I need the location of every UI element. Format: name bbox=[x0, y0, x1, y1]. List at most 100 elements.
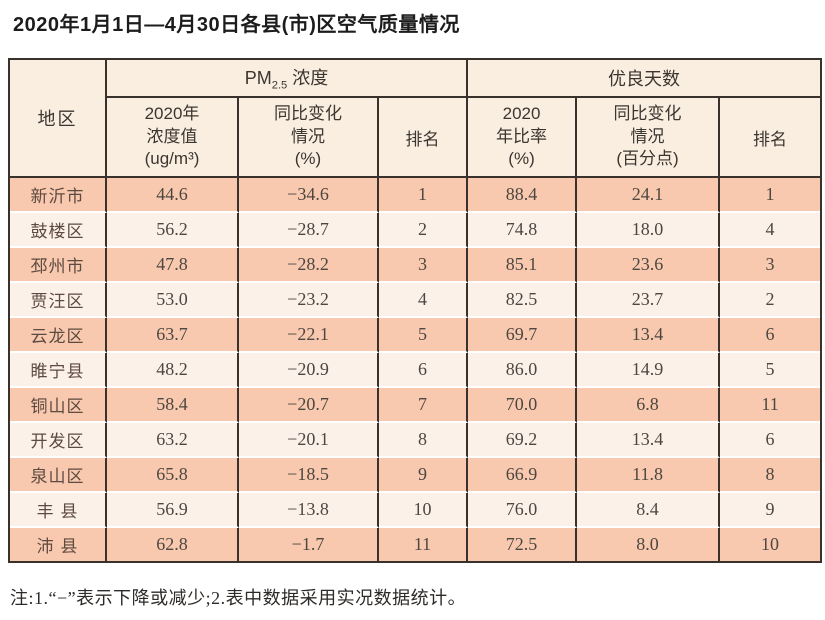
region-cell: 丰 县 bbox=[10, 493, 107, 528]
pm25-value-cell: 53.0 bbox=[107, 283, 239, 318]
ratio-change-cell: 8.0 bbox=[577, 528, 721, 561]
pm25-change-cell: −23.2 bbox=[239, 283, 379, 318]
pm25-rank-cell: 1 bbox=[379, 178, 469, 213]
region-cell: 睢宁县 bbox=[10, 353, 107, 388]
ratio-value-cell: 69.7 bbox=[468, 318, 578, 353]
pm25-rank-cell: 9 bbox=[379, 458, 469, 493]
region-cell: 云龙区 bbox=[10, 318, 107, 353]
ratio-rank-cell: 1 bbox=[720, 178, 821, 213]
table-row: 云龙区 63.7 −22.1 5 69.7 13.4 6 bbox=[10, 318, 821, 353]
table-row: 邳州市 47.8 −28.2 3 85.1 23.6 3 bbox=[10, 248, 821, 283]
ratio-change-cell: 11.8 bbox=[577, 458, 721, 493]
pm25-change-cell: −18.5 bbox=[239, 458, 379, 493]
pm25-value-cell: 47.8 bbox=[107, 248, 239, 283]
ratio-change-cell: 6.8 bbox=[577, 388, 721, 423]
table-row: 丰 县 56.9 −13.8 10 76.0 8.4 9 bbox=[10, 493, 821, 528]
ratio-change-cell: 23.7 bbox=[577, 283, 721, 318]
ratio-rank-cell: 9 bbox=[720, 493, 821, 528]
region-cell: 贾汪区 bbox=[10, 283, 107, 318]
ratio-rank-cell: 2 bbox=[720, 283, 821, 318]
pm25-value-cell: 58.4 bbox=[107, 388, 239, 423]
pm25-rank-cell: 11 bbox=[379, 528, 469, 561]
ratio-change-cell: 13.4 bbox=[577, 423, 721, 458]
ratio-rank-cell: 11 bbox=[720, 388, 821, 423]
ratio-value-cell: 88.4 bbox=[468, 178, 578, 213]
col-header-region: 地区 bbox=[10, 60, 107, 178]
pm25-value-cell: 62.8 bbox=[107, 528, 239, 561]
pm25-change-cell: −20.7 bbox=[239, 388, 379, 423]
ratio-change-cell: 18.0 bbox=[577, 213, 721, 248]
ratio-value-cell: 86.0 bbox=[468, 353, 578, 388]
pm25-change-cell: −28.7 bbox=[239, 213, 379, 248]
pm25-value-cell: 44.6 bbox=[107, 178, 239, 213]
ratio-value-cell: 70.0 bbox=[468, 388, 578, 423]
ratio-value-cell: 66.9 bbox=[468, 458, 578, 493]
pm25-rank-cell: 4 bbox=[379, 283, 469, 318]
pm25-rank-cell: 2 bbox=[379, 213, 469, 248]
region-cell: 铜山区 bbox=[10, 388, 107, 423]
ratio-rank-cell: 8 bbox=[720, 458, 821, 493]
region-cell: 泉山区 bbox=[10, 458, 107, 493]
table-row: 睢宁县 48.2 −20.9 6 86.0 14.9 5 bbox=[10, 353, 821, 388]
pm25-change-cell: −34.6 bbox=[239, 178, 379, 213]
ratio-change-cell: 8.4 bbox=[577, 493, 721, 528]
table-row: 开发区 63.2 −20.1 8 69.2 13.4 6 bbox=[10, 423, 821, 458]
col-header-pm25-value: 2020年 浓度值 (ug/m³) bbox=[107, 98, 239, 178]
ratio-rank-cell: 6 bbox=[720, 423, 821, 458]
ratio-value-cell: 76.0 bbox=[468, 493, 578, 528]
table-row: 铜山区 58.4 −20.7 7 70.0 6.8 11 bbox=[10, 388, 821, 423]
ratio-rank-cell: 6 bbox=[720, 318, 821, 353]
table-row: 沛 县 62.8 −1.7 11 72.5 8.0 10 bbox=[10, 528, 821, 561]
ratio-value-cell: 74.8 bbox=[468, 213, 578, 248]
page-title: 2020年1月1日—4月30日各县(市)区空气质量情况 bbox=[13, 14, 460, 36]
pm25-rank-cell: 3 bbox=[379, 248, 469, 283]
col-header-pm25-rank: 排名 bbox=[379, 98, 469, 178]
footnote: 注:1.“−”表示下降或减少;2.表中数据采用实况数据统计。 bbox=[10, 588, 467, 608]
pm25-change-cell: −1.7 bbox=[239, 528, 379, 561]
region-cell: 沛 县 bbox=[10, 528, 107, 561]
ratio-value-cell: 69.2 bbox=[468, 423, 578, 458]
ratio-rank-cell: 3 bbox=[720, 248, 821, 283]
pm25-value-cell: 65.8 bbox=[107, 458, 239, 493]
ratio-change-cell: 23.6 bbox=[577, 248, 721, 283]
ratio-value-cell: 72.5 bbox=[468, 528, 578, 561]
col-group-pm25: PM2.5 浓度 bbox=[107, 60, 469, 98]
table-row: 贾汪区 53.0 −23.2 4 82.5 23.7 2 bbox=[10, 283, 821, 318]
pm25-change-cell: −28.2 bbox=[239, 248, 379, 283]
table-row: 泉山区 65.8 −18.5 9 66.9 11.8 8 bbox=[10, 458, 821, 493]
ratio-value-cell: 85.1 bbox=[468, 248, 578, 283]
table-row: 新沂市 44.6 −34.6 1 88.4 24.1 1 bbox=[10, 178, 821, 213]
pm25-change-cell: −13.8 bbox=[239, 493, 379, 528]
pm25-value-cell: 48.2 bbox=[107, 353, 239, 388]
pm25-group-label: PM2.5 浓度 bbox=[244, 68, 329, 92]
pm25-value-cell: 63.7 bbox=[107, 318, 239, 353]
col-group-good-days: 优良天数 bbox=[468, 60, 821, 98]
ratio-change-cell: 24.1 bbox=[577, 178, 721, 213]
pm25-rank-cell: 8 bbox=[379, 423, 469, 458]
pm25-rank-cell: 7 bbox=[379, 388, 469, 423]
region-cell: 鼓楼区 bbox=[10, 213, 107, 248]
ratio-rank-cell: 10 bbox=[720, 528, 821, 561]
pm25-rank-cell: 10 bbox=[379, 493, 469, 528]
pm25-rank-cell: 5 bbox=[379, 318, 469, 353]
col-header-pm25-change: 同比变化 情况 (%) bbox=[239, 98, 379, 178]
region-cell: 邳州市 bbox=[10, 248, 107, 283]
region-cell: 新沂市 bbox=[10, 178, 107, 213]
pm25-value-cell: 56.9 bbox=[107, 493, 239, 528]
pm25-change-cell: −22.1 bbox=[239, 318, 379, 353]
col-header-ratio-change: 同比变化 情况 (百分点) bbox=[577, 98, 721, 178]
ratio-change-cell: 14.9 bbox=[577, 353, 721, 388]
table-row: 鼓楼区 56.2 −28.7 2 74.8 18.0 4 bbox=[10, 213, 821, 248]
ratio-value-cell: 82.5 bbox=[468, 283, 578, 318]
ratio-change-cell: 13.4 bbox=[577, 318, 721, 353]
pm25-rank-cell: 6 bbox=[379, 353, 469, 388]
ratio-rank-cell: 4 bbox=[720, 213, 821, 248]
pm25-change-cell: −20.9 bbox=[239, 353, 379, 388]
data-table: 地区 PM2.5 浓度 优良天数 2020年 浓度值 (ug/m³) 同比变化 … bbox=[8, 58, 823, 563]
pm25-value-cell: 63.2 bbox=[107, 423, 239, 458]
pm25-change-cell: −20.1 bbox=[239, 423, 379, 458]
region-cell: 开发区 bbox=[10, 423, 107, 458]
col-header-ratio-rank: 排名 bbox=[720, 98, 821, 178]
col-header-ratio-value: 2020 年比率 (%) bbox=[468, 98, 578, 178]
air-quality-table: 地区 PM2.5 浓度 优良天数 2020年 浓度值 (ug/m³) 同比变化 … bbox=[8, 58, 823, 563]
